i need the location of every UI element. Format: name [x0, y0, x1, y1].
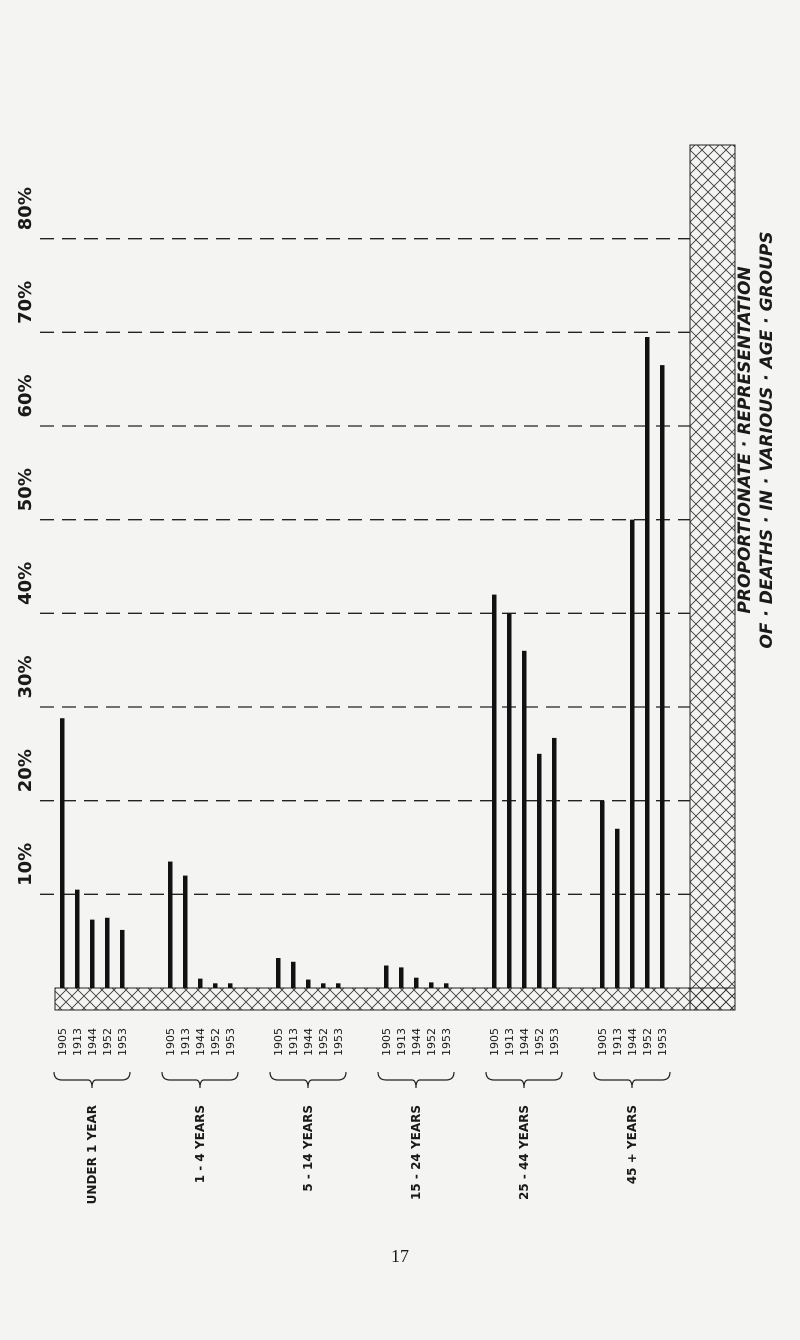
year-label: 1944 [86, 1028, 99, 1056]
year-label: 1905 [272, 1028, 285, 1056]
bar [90, 919, 95, 988]
year-label: 1953 [116, 1028, 129, 1056]
year-label: 1913 [71, 1028, 84, 1056]
year-label: 1944 [518, 1028, 531, 1056]
bar [492, 594, 497, 988]
bar [537, 753, 542, 988]
y-tick-label: 50% [15, 468, 36, 511]
year-label: 1944 [302, 1028, 315, 1056]
y-tick-label: 30% [15, 655, 36, 698]
bar [120, 929, 125, 988]
bar [552, 737, 557, 988]
bar [213, 983, 218, 988]
bar [291, 961, 296, 988]
chart-subtitle: OF · DEATHS · IN · VARIOUS · AGE · GROUP… [757, 231, 777, 648]
year-label: 1944 [194, 1028, 207, 1056]
year-label: 1913 [179, 1028, 192, 1056]
year-label: 1952 [533, 1028, 546, 1056]
bar [600, 800, 605, 988]
hatched-base [54, 987, 736, 1011]
year-label: 1913 [503, 1028, 516, 1056]
year-label: 1905 [164, 1028, 177, 1056]
age-group-label: 45 + YEARS [625, 1105, 639, 1184]
year-label: 1953 [548, 1028, 561, 1056]
bar [660, 365, 665, 988]
bar [75, 889, 80, 988]
bar [630, 519, 635, 988]
age-group-label: 25 - 44 YEARS [517, 1105, 531, 1200]
bar [168, 861, 173, 988]
year-label: 1952 [101, 1028, 114, 1056]
bar [522, 650, 527, 988]
age-group-label: 1 - 4 YEARS [193, 1105, 207, 1183]
year-label: 1905 [596, 1028, 609, 1056]
year-label: 1952 [425, 1028, 438, 1056]
bar [645, 337, 650, 988]
y-tick-label: 20% [15, 749, 36, 792]
bar [198, 978, 203, 988]
year-label: 1905 [380, 1028, 393, 1056]
bar [399, 967, 404, 988]
bar [105, 917, 110, 988]
year-label: 1905 [488, 1028, 501, 1056]
y-tick-label: 70% [15, 281, 36, 324]
age-group-label: UNDER 1 YEAR [85, 1105, 99, 1204]
page-number: 17 [391, 1246, 409, 1266]
bar [306, 979, 311, 988]
bar [228, 983, 233, 988]
year-label: 1944 [626, 1028, 639, 1056]
bar [321, 983, 326, 988]
brace [377, 1071, 455, 1089]
year-label: 1944 [410, 1028, 423, 1056]
year-label: 1952 [317, 1028, 330, 1056]
age-group-label: 15 - 24 YEARS [409, 1105, 423, 1200]
year-label: 1952 [209, 1028, 222, 1056]
brace [593, 1071, 671, 1089]
hatched-side [689, 144, 736, 1011]
age-group-label: 5 - 14 YEARS [301, 1105, 315, 1192]
year-label: 1952 [641, 1028, 654, 1056]
bar [60, 718, 65, 988]
year-label: 1913 [395, 1028, 408, 1056]
brace [485, 1071, 563, 1089]
y-tick-label: 60% [15, 374, 36, 417]
year-label: 1913 [287, 1028, 300, 1056]
brace [269, 1071, 347, 1089]
year-label: 1953 [332, 1028, 345, 1056]
bar [429, 982, 434, 988]
bar [615, 828, 620, 988]
year-label: 1953 [224, 1028, 237, 1056]
brace [161, 1071, 239, 1089]
bar [444, 983, 449, 988]
y-tick-label: 40% [15, 562, 36, 605]
bar [507, 613, 512, 988]
brace [53, 1071, 131, 1089]
year-label: 1953 [656, 1028, 669, 1056]
y-tick-label: 10% [15, 843, 36, 886]
y-tick-label: 80% [15, 187, 36, 230]
bar [336, 983, 341, 988]
year-label: 1953 [440, 1028, 453, 1056]
year-label: 1913 [611, 1028, 624, 1056]
bar [276, 958, 281, 988]
bar [414, 977, 419, 988]
chart-title: PROPORTIONATE · REPRESENTATION [735, 266, 755, 613]
year-label: 1905 [56, 1028, 69, 1056]
bar [384, 965, 389, 988]
bar [183, 875, 188, 988]
